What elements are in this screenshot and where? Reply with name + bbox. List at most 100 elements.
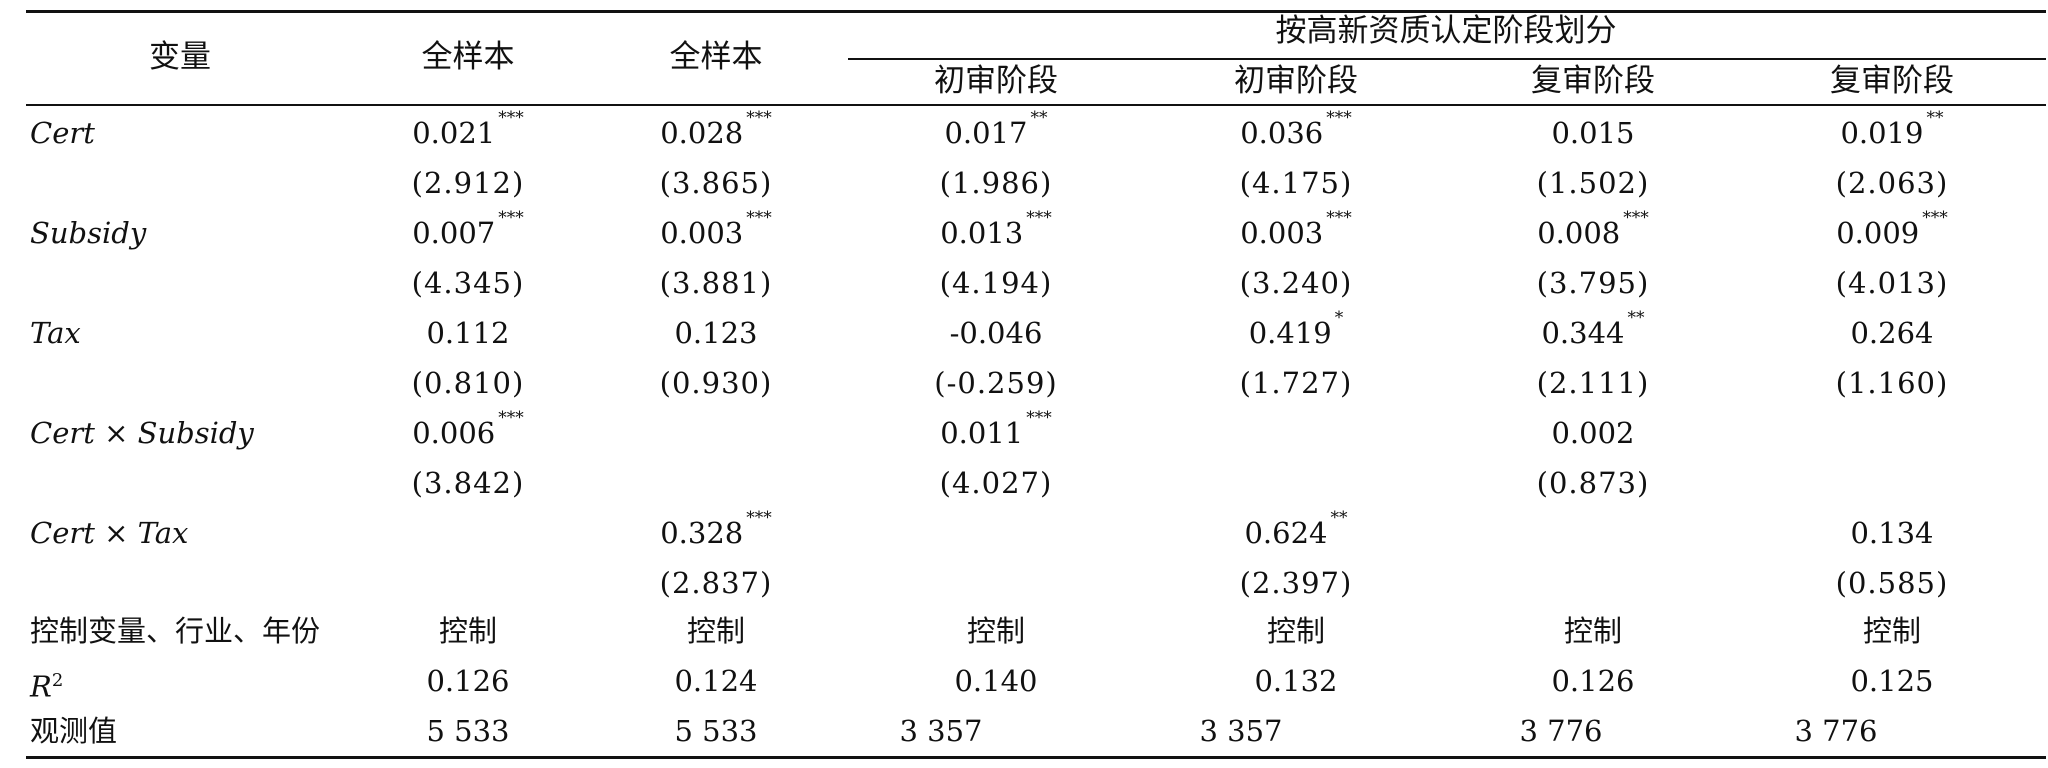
significance-stars: ***: [746, 508, 772, 528]
coef-value: 0.003: [660, 216, 744, 250]
t-stat-cell: (2.397): [1239, 566, 1353, 600]
coef-value: 0.003: [1240, 216, 1324, 250]
t-stat-cell: (3.881): [659, 266, 773, 300]
coef-value: 0.264: [1850, 316, 1934, 350]
coef-value: 0.328: [660, 516, 744, 550]
controls-cell: 控制: [686, 614, 746, 648]
coef-value: 0.015: [1551, 116, 1635, 150]
significance-stars: ***: [1026, 208, 1052, 228]
header-full-sample-2: 全样本: [669, 39, 763, 75]
coef-cell: 0.006 ***: [412, 410, 524, 451]
coef-value: 0.007: [412, 216, 496, 250]
coef-cell: 0.624 **: [1244, 510, 1347, 551]
coef-value: 0.123: [674, 316, 758, 350]
coef-cell: 0.017 **: [944, 110, 1047, 151]
bottom-rule: [26, 756, 2046, 759]
header-stage-2: 初审阶段: [1234, 63, 1358, 99]
coef-value: 0.134: [1850, 516, 1934, 550]
significance-stars: ***: [1922, 208, 1948, 228]
coef-cell: 0.007 ***: [412, 210, 524, 251]
coef-cell: 0.013 ***: [940, 210, 1052, 251]
t-stat-cell: (4.194): [939, 266, 1053, 300]
coef-cell: 0.328 ***: [660, 510, 772, 551]
coef-value: 0.036: [1240, 116, 1324, 150]
header-stage-1: 初审阶段: [934, 63, 1058, 99]
r2-cell: 0.140: [954, 664, 1038, 698]
significance-stars: **: [1030, 108, 1048, 128]
t-stat-cell: (4.345): [411, 266, 525, 300]
obs-cell: 5 533: [674, 714, 758, 748]
coef-cell: 0.015: [1551, 116, 1634, 150]
significance-stars: ***: [498, 208, 524, 228]
coef-value: 0.624: [1244, 516, 1328, 550]
t-stat-cell: (3.865): [659, 166, 773, 200]
coef-value: 0.006: [412, 416, 496, 450]
r2-cell: 0.124: [674, 664, 758, 698]
coef-cell: 0.003 ***: [1240, 210, 1352, 251]
r2-cell: 0.126: [426, 664, 510, 698]
coef-value: 0.009: [1836, 216, 1920, 250]
coef-cell: 0.036 ***: [1240, 110, 1352, 151]
r2-letter: R: [30, 669, 52, 704]
significance-stars: **: [1330, 508, 1348, 528]
controls-label: 控制变量、行业、年份: [30, 614, 321, 648]
t-stat-cell: (2.912): [411, 166, 525, 200]
significance-stars: **: [1926, 108, 1944, 128]
row-label: Cert: [30, 116, 95, 150]
t-stat-cell: (4.013): [1835, 266, 1949, 300]
t-stat-cell: (4.027): [939, 466, 1053, 500]
coef-cell: 0.134: [1850, 516, 1933, 550]
t-stat-cell: (0.930): [659, 366, 773, 400]
r2-cell: 0.132: [1254, 664, 1338, 698]
t-stat-cell: (0.873): [1536, 466, 1650, 500]
obs-cell: 3 776: [1794, 714, 1878, 748]
t-stat-cell: (0.585): [1835, 566, 1949, 600]
top-rule: [26, 10, 2046, 13]
t-stat-cell: (0.810): [411, 366, 525, 400]
t-stat-cell: (-0.259): [934, 366, 1058, 400]
significance-stars: *: [1334, 308, 1344, 328]
header-stage-4: 复审阶段: [1830, 63, 1954, 99]
coef-value: 0.002: [1551, 416, 1635, 450]
t-stat-cell: (3.842): [411, 466, 525, 500]
t-stat-cell: (3.240): [1239, 266, 1353, 300]
t-stat-cell: (1.986): [939, 166, 1053, 200]
coef-value: 0.344: [1541, 316, 1625, 350]
coef-cell: 0.019 **: [1840, 110, 1943, 151]
t-stat-cell: (3.795): [1536, 266, 1650, 300]
significance-stars: ***: [1026, 408, 1052, 428]
header-stage-3: 复审阶段: [1531, 63, 1655, 99]
header-rule: [26, 104, 2046, 106]
coef-cell: 0.009 ***: [1836, 210, 1948, 251]
t-stat-cell: (1.502): [1536, 166, 1650, 200]
obs-cell: 3 776: [1519, 714, 1603, 748]
coef-cell: 0.112: [426, 316, 509, 350]
coef-value: 0.419: [1248, 316, 1332, 350]
row-label: Tax: [30, 316, 81, 350]
coef-cell: 0.002: [1551, 416, 1634, 450]
obs-cell: 5 533: [426, 714, 510, 748]
t-stat-cell: (4.175): [1239, 166, 1353, 200]
controls-cell: 控制: [966, 614, 1026, 648]
r2-label: R2: [30, 664, 63, 704]
r2-cell: 0.126: [1551, 664, 1635, 698]
regression-table: 变量 全样本 全样本 按高新资质认定阶段划分 初审阶段 初审阶段 复审阶段 复审…: [26, 0, 2046, 768]
coef-value: 0.017: [944, 116, 1028, 150]
significance-stars: ***: [1623, 208, 1649, 228]
row-label: Cert × Subsidy: [30, 416, 254, 450]
coef-cell: 0.008 ***: [1537, 210, 1649, 251]
coef-cell: 0.264: [1850, 316, 1933, 350]
coef-value: 0.019: [1840, 116, 1924, 150]
header-full-sample-1: 全样本: [421, 39, 515, 75]
header-group-title: 按高新资质认定阶段划分: [1275, 13, 1617, 49]
controls-cell: 控制: [1563, 614, 1623, 648]
obs-cell: 3 357: [1199, 714, 1283, 748]
coef-value: 0.028: [660, 116, 744, 150]
significance-stars: **: [1627, 308, 1645, 328]
group-subrule: [848, 58, 2046, 60]
t-stat-cell: (2.837): [659, 566, 773, 600]
row-label: Subsidy: [30, 216, 147, 250]
controls-cell: 控制: [438, 614, 498, 648]
coef-cell: 0.003 ***: [660, 210, 772, 251]
significance-stars: ***: [498, 408, 524, 428]
